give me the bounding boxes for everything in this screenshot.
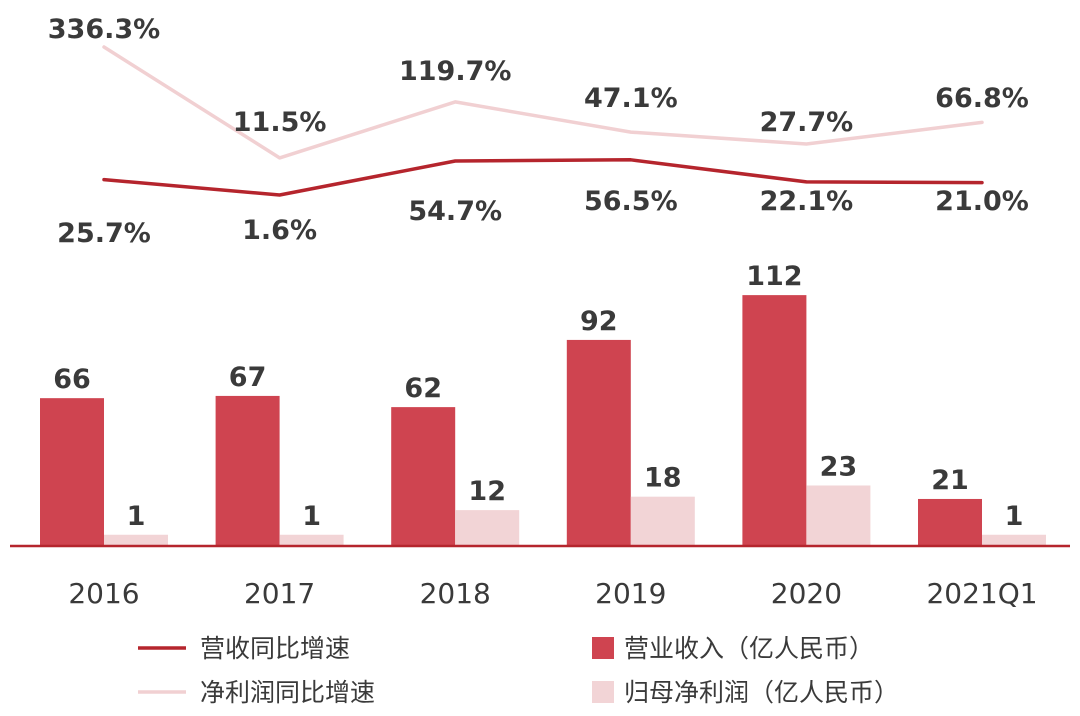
- bar-label-revenue-2018: 62: [404, 373, 442, 404]
- bar-profit-2018: [455, 510, 520, 546]
- bars-layer: [40, 295, 1046, 546]
- x-tick-label-2019: 2019: [595, 577, 666, 610]
- label-revenue-growth-2019: 56.5%: [584, 186, 678, 217]
- x-tick-label-2021Q1: 2021Q1: [926, 577, 1037, 610]
- x-axis-ticks: 2016 2017 2018 2019 2020 2021Q1: [68, 577, 1037, 610]
- bar-label-profit-2016: 1: [127, 501, 146, 532]
- x-tick-label-2020: 2020: [771, 577, 842, 610]
- label-net-profit-growth-2019: 47.1%: [584, 83, 678, 114]
- bar-profit-2017: [279, 534, 344, 546]
- legend-revenue-growth-label: 营收同比增速: [200, 634, 350, 663]
- legend-revenue-swatch: [592, 637, 614, 659]
- label-net-profit-growth-2020: 27.7%: [760, 107, 854, 138]
- bar-label-profit-2017: 1: [302, 501, 321, 532]
- lines-layer: [102, 45, 984, 197]
- bar-revenue-2020: [742, 295, 807, 546]
- bar-label-profit-2019: 18: [644, 463, 682, 494]
- bar-revenue-2018: [391, 407, 456, 546]
- x-tick-label-2017: 2017: [244, 577, 315, 610]
- bar-profit-2020: [806, 485, 871, 546]
- label-net-profit-growth-2017: 11.5%: [233, 107, 327, 138]
- legend-revenue-label: 营业收入（亿人民币）: [624, 634, 874, 663]
- label-revenue-growth-2016: 25.7%: [57, 218, 151, 249]
- label-revenue-growth-2018: 54.7%: [408, 196, 502, 227]
- bar-revenue-2021Q1: [918, 498, 982, 546]
- bar-profit-2016: [104, 534, 168, 546]
- bar-label-revenue-2016: 66: [53, 364, 91, 395]
- line-revenue-growth: [102, 158, 984, 197]
- bar-label-revenue-2019: 92: [580, 306, 618, 337]
- label-revenue-growth-2021Q1: 21.0%: [935, 186, 1029, 217]
- line-net-profit-growth: [102, 45, 984, 160]
- bar-label-revenue-2021Q1: 21: [931, 465, 969, 496]
- label-revenue-growth-2017: 1.6%: [242, 215, 317, 246]
- legend-net-profit-growth-label: 净利润同比增速: [200, 678, 375, 707]
- legend-net-profit-swatch: [592, 681, 614, 703]
- label-revenue-growth-2020: 22.1%: [760, 186, 854, 217]
- bar-label-revenue-2020: 112: [746, 261, 802, 292]
- bar-revenue-2017: [215, 395, 280, 546]
- label-net-profit-growth-2016: 336.3%: [48, 14, 160, 45]
- bar-label-profit-2020: 23: [820, 451, 858, 482]
- bar-revenue-2019: [566, 339, 631, 546]
- bar-revenue-2016: [40, 398, 104, 546]
- bar-profit-2019: [630, 496, 695, 546]
- bar-label-revenue-2017: 67: [229, 362, 267, 393]
- x-tick-label-2018: 2018: [420, 577, 491, 610]
- bar-profit-2021Q1: [982, 534, 1046, 546]
- x-tick-label-2016: 2016: [68, 577, 139, 610]
- bar-label-profit-2021Q1: 1: [1005, 501, 1024, 532]
- bar-label-profit-2018: 12: [468, 476, 506, 507]
- legend-net-profit-label: 归母净利润（亿人民币）: [624, 678, 899, 707]
- label-net-profit-growth-2021Q1: 66.8%: [935, 83, 1029, 114]
- label-net-profit-growth-2018: 119.7%: [399, 56, 511, 87]
- labels-layer: 66 1 67 1 62 12 92 18 112 23 21 1 336.3% 25.7% 11.5% 1.…: [48, 14, 1029, 532]
